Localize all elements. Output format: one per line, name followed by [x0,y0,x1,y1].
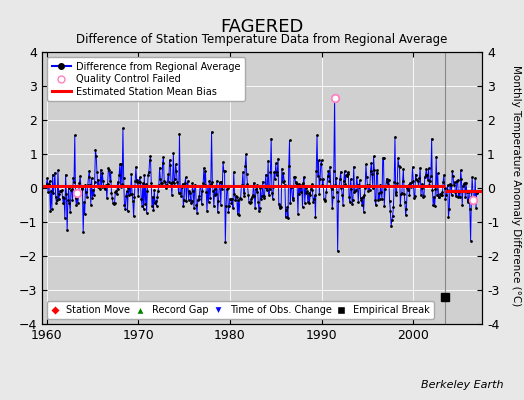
Text: Difference of Station Temperature Data from Regional Average: Difference of Station Temperature Data f… [77,33,447,46]
Text: FAGERED: FAGERED [220,18,304,36]
Legend: Station Move, Record Gap, Time of Obs. Change, Empirical Break: Station Move, Record Gap, Time of Obs. C… [47,301,433,319]
Text: Berkeley Earth: Berkeley Earth [421,380,503,390]
Text: Monthly Temperature Anomaly Difference (°C): Monthly Temperature Anomaly Difference (… [511,65,521,307]
